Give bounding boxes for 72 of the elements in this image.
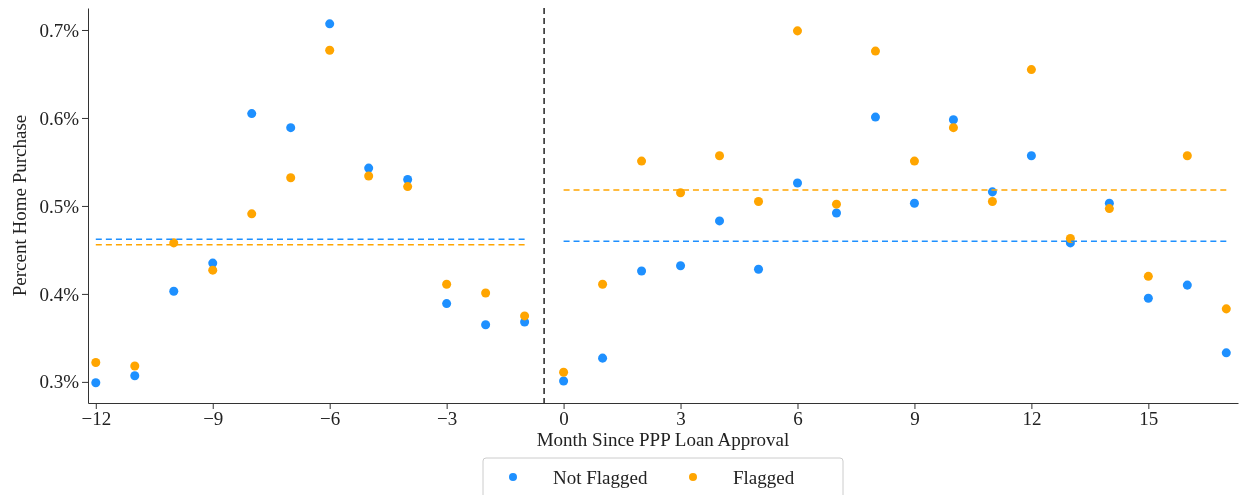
point	[715, 216, 725, 226]
point	[325, 45, 335, 55]
x-tick-label: −3	[437, 408, 458, 430]
x-axis-title: Month Since PPP Loan Approval	[536, 429, 790, 450]
x-tick-label: 0	[559, 408, 569, 430]
point	[909, 156, 919, 166]
point	[792, 26, 803, 36]
point	[520, 311, 530, 321]
point	[130, 361, 140, 371]
point	[1221, 348, 1231, 358]
point	[403, 182, 413, 192]
x-tick-label: 9	[910, 408, 920, 430]
x-tick-label: −12	[81, 408, 112, 430]
legend-label: Not Flagged	[553, 467, 648, 488]
point	[481, 288, 491, 298]
point	[247, 109, 257, 119]
point	[792, 178, 803, 188]
point	[676, 188, 686, 198]
point	[169, 286, 179, 296]
y-tick-label: 0.7%	[39, 19, 80, 41]
point	[442, 279, 452, 289]
point	[1104, 204, 1114, 214]
x-tick-label: 12	[1022, 408, 1042, 430]
point	[364, 163, 374, 173]
x-tick-label: −9	[203, 408, 224, 430]
y-tick-label: 0.3%	[39, 371, 80, 393]
y-axis-title: Percent Home Purchase	[9, 114, 30, 297]
point	[286, 173, 296, 183]
point	[559, 367, 569, 377]
point	[247, 209, 257, 219]
y-tick-label: 0.4%	[39, 283, 80, 305]
point	[870, 112, 880, 122]
point	[831, 208, 841, 218]
point	[364, 171, 374, 181]
point	[481, 320, 491, 330]
point	[676, 261, 686, 271]
point	[208, 265, 218, 275]
point	[91, 358, 101, 368]
point	[325, 19, 335, 29]
point	[286, 123, 296, 133]
x-tick-label: −6	[320, 408, 341, 430]
x-tick-label: 6	[793, 408, 803, 430]
legend-label: Flagged	[733, 467, 795, 488]
point	[909, 198, 919, 208]
point	[1221, 304, 1231, 314]
point	[948, 115, 958, 125]
point	[987, 197, 997, 207]
point	[831, 199, 841, 209]
point	[598, 353, 608, 363]
point	[1182, 280, 1192, 290]
point	[598, 279, 608, 289]
point	[442, 299, 452, 309]
point	[870, 46, 880, 56]
y-tick-label: 0.6%	[39, 107, 80, 129]
point	[1065, 233, 1075, 243]
x-tick-label: 3	[676, 408, 686, 430]
point	[637, 156, 647, 166]
point	[1143, 271, 1153, 281]
point	[1143, 293, 1153, 303]
point	[948, 123, 958, 133]
point	[559, 376, 569, 386]
point	[91, 378, 101, 388]
point	[1182, 151, 1192, 161]
point	[753, 264, 764, 274]
y-tick-label: 0.5%	[39, 195, 80, 217]
point	[637, 266, 647, 276]
point	[130, 371, 140, 381]
point	[1026, 65, 1036, 75]
point	[715, 151, 725, 161]
point	[753, 197, 764, 207]
point	[1026, 151, 1036, 161]
x-tick-label: 15	[1139, 408, 1159, 430]
